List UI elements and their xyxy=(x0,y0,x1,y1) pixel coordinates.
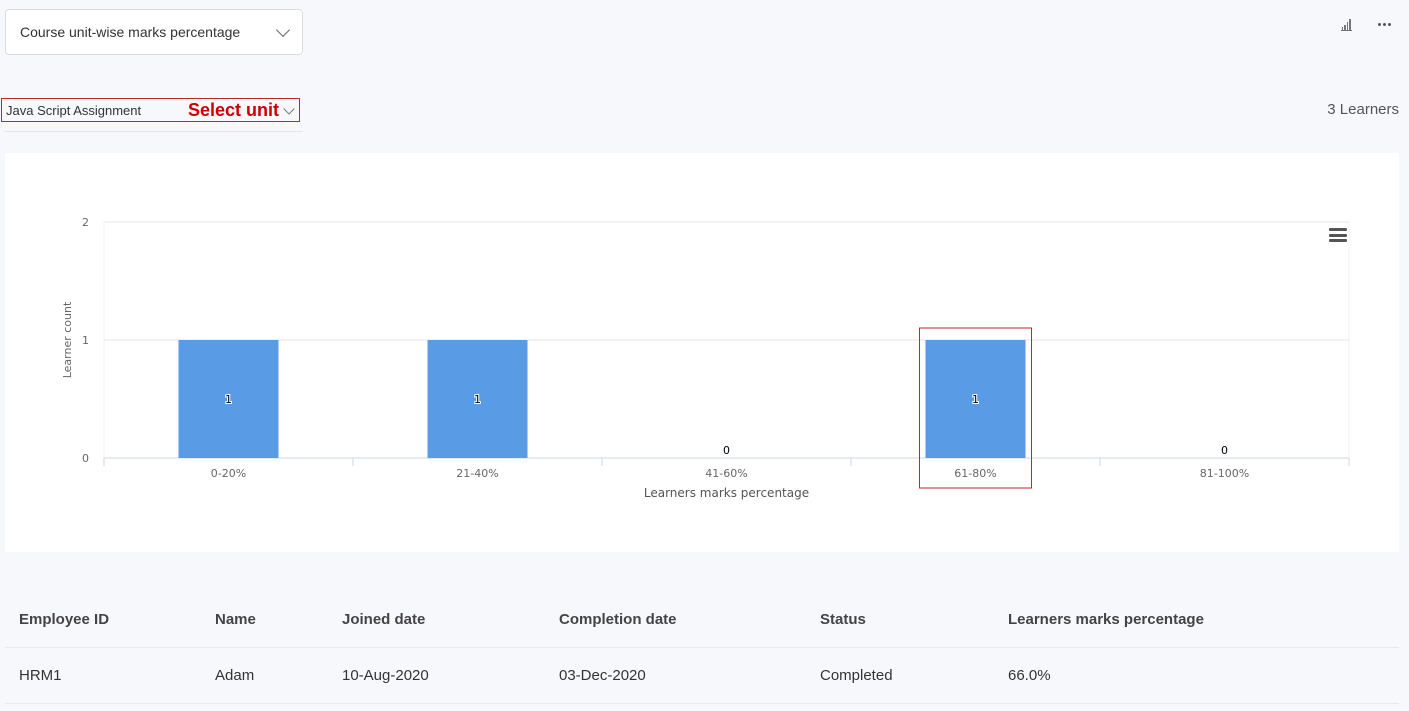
x-tick-label: 41-60% xyxy=(705,467,747,480)
y-axis-title: Learner count xyxy=(61,301,74,378)
unit-filter-row: Java Script Assignment Select unit xyxy=(1,98,303,132)
learners-table: Employee ID Name Joined date Completion dat… xyxy=(5,592,1399,704)
table-cell: HRM1 xyxy=(19,667,62,684)
y-tick-label: 2 xyxy=(82,216,89,229)
chart-card: 0 1 2 1 0-20% 1 21-40% 0 41-60% 1 61-80% 0 81-100% Le… xyxy=(5,153,1399,552)
chevron-down-icon xyxy=(283,102,295,115)
chevron-down-icon xyxy=(275,22,291,37)
more-options-icon[interactable] xyxy=(1374,14,1394,34)
data-label: 1 xyxy=(225,393,232,406)
report-type-dropdown[interactable]: Course unit-wise marks percentage xyxy=(5,9,303,55)
bar xyxy=(427,340,528,458)
bar xyxy=(178,340,279,458)
data-label: 1 xyxy=(474,393,481,406)
select-unit-annotation: Select unit xyxy=(187,99,279,120)
table-cell: 10-Aug-2020 xyxy=(342,667,429,684)
column-header: Employee ID xyxy=(19,611,110,628)
x-tick-label: 81-100% xyxy=(1200,467,1249,480)
chart-menu-icon[interactable] xyxy=(1329,228,1347,242)
report-type-label: Course unit-wise marks percentage xyxy=(20,24,241,40)
data-label: 0 xyxy=(723,444,730,457)
column-header: Completion date xyxy=(559,611,677,628)
x-axis-title: Learners marks percentage xyxy=(644,486,809,500)
x-tick-label: 21-40% xyxy=(456,467,498,480)
table-row[interactable]: HRM1 Adam 10-Aug-2020 03-Dec-2020 Completed 6… xyxy=(5,648,1399,704)
x-tick-label: 0-20% xyxy=(211,467,246,480)
learners-count: 3 Learners xyxy=(1327,101,1399,118)
table-cell: Completed xyxy=(820,667,893,684)
table-cell: 03-Dec-2020 xyxy=(559,667,646,684)
y-tick-label: 0 xyxy=(82,452,89,465)
unit-select-dropdown[interactable]: Java Script Assignment Select unit xyxy=(1,98,300,122)
column-header: Learners marks percentage xyxy=(1008,611,1204,628)
table-cell: 66.0% xyxy=(1008,667,1051,684)
bar-chart: 0 1 2 1 0-20% 1 21-40% 0 41-60% 1 61-80% 0 81-100% Le… xyxy=(61,216,1350,500)
column-header: Status xyxy=(820,611,866,628)
data-label: 1 xyxy=(972,393,979,406)
data-label: 0 xyxy=(1221,444,1228,457)
x-tick-label: 61-80% xyxy=(954,467,996,480)
table-header-row: Employee ID Name Joined date Completion dat… xyxy=(5,592,1399,648)
column-header: Name xyxy=(215,611,256,628)
table-cell: Adam xyxy=(215,667,255,684)
bar xyxy=(925,340,1026,458)
highlight-box xyxy=(919,327,1032,489)
column-header: Joined date xyxy=(342,611,426,628)
y-tick-label: 1 xyxy=(82,334,89,347)
unit-select-value: Java Script Assignment xyxy=(6,102,142,118)
bar-chart-icon[interactable] xyxy=(1336,14,1356,34)
